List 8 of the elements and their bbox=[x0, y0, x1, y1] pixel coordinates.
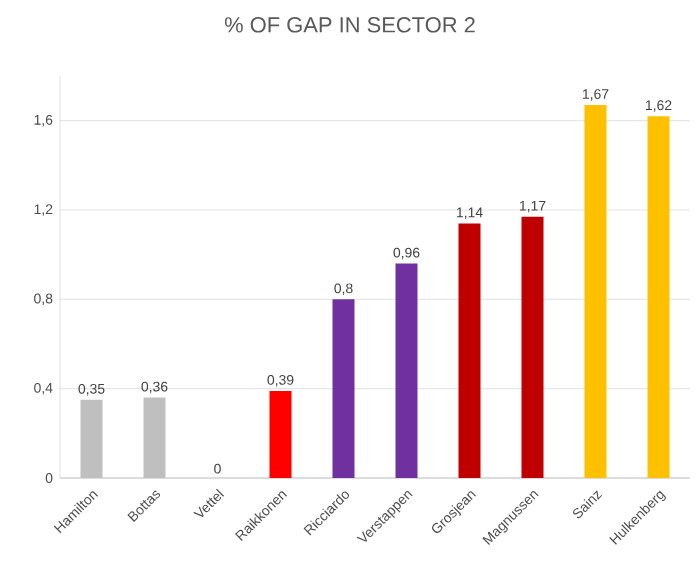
bar bbox=[584, 105, 607, 478]
bar bbox=[647, 116, 670, 478]
chart-title: % OF GAP IN SECTOR 2 bbox=[224, 17, 475, 33]
bar bbox=[458, 223, 481, 478]
bar bbox=[269, 390, 292, 478]
bar bbox=[521, 216, 544, 478]
bar bbox=[395, 263, 418, 478]
bar bbox=[332, 299, 355, 478]
